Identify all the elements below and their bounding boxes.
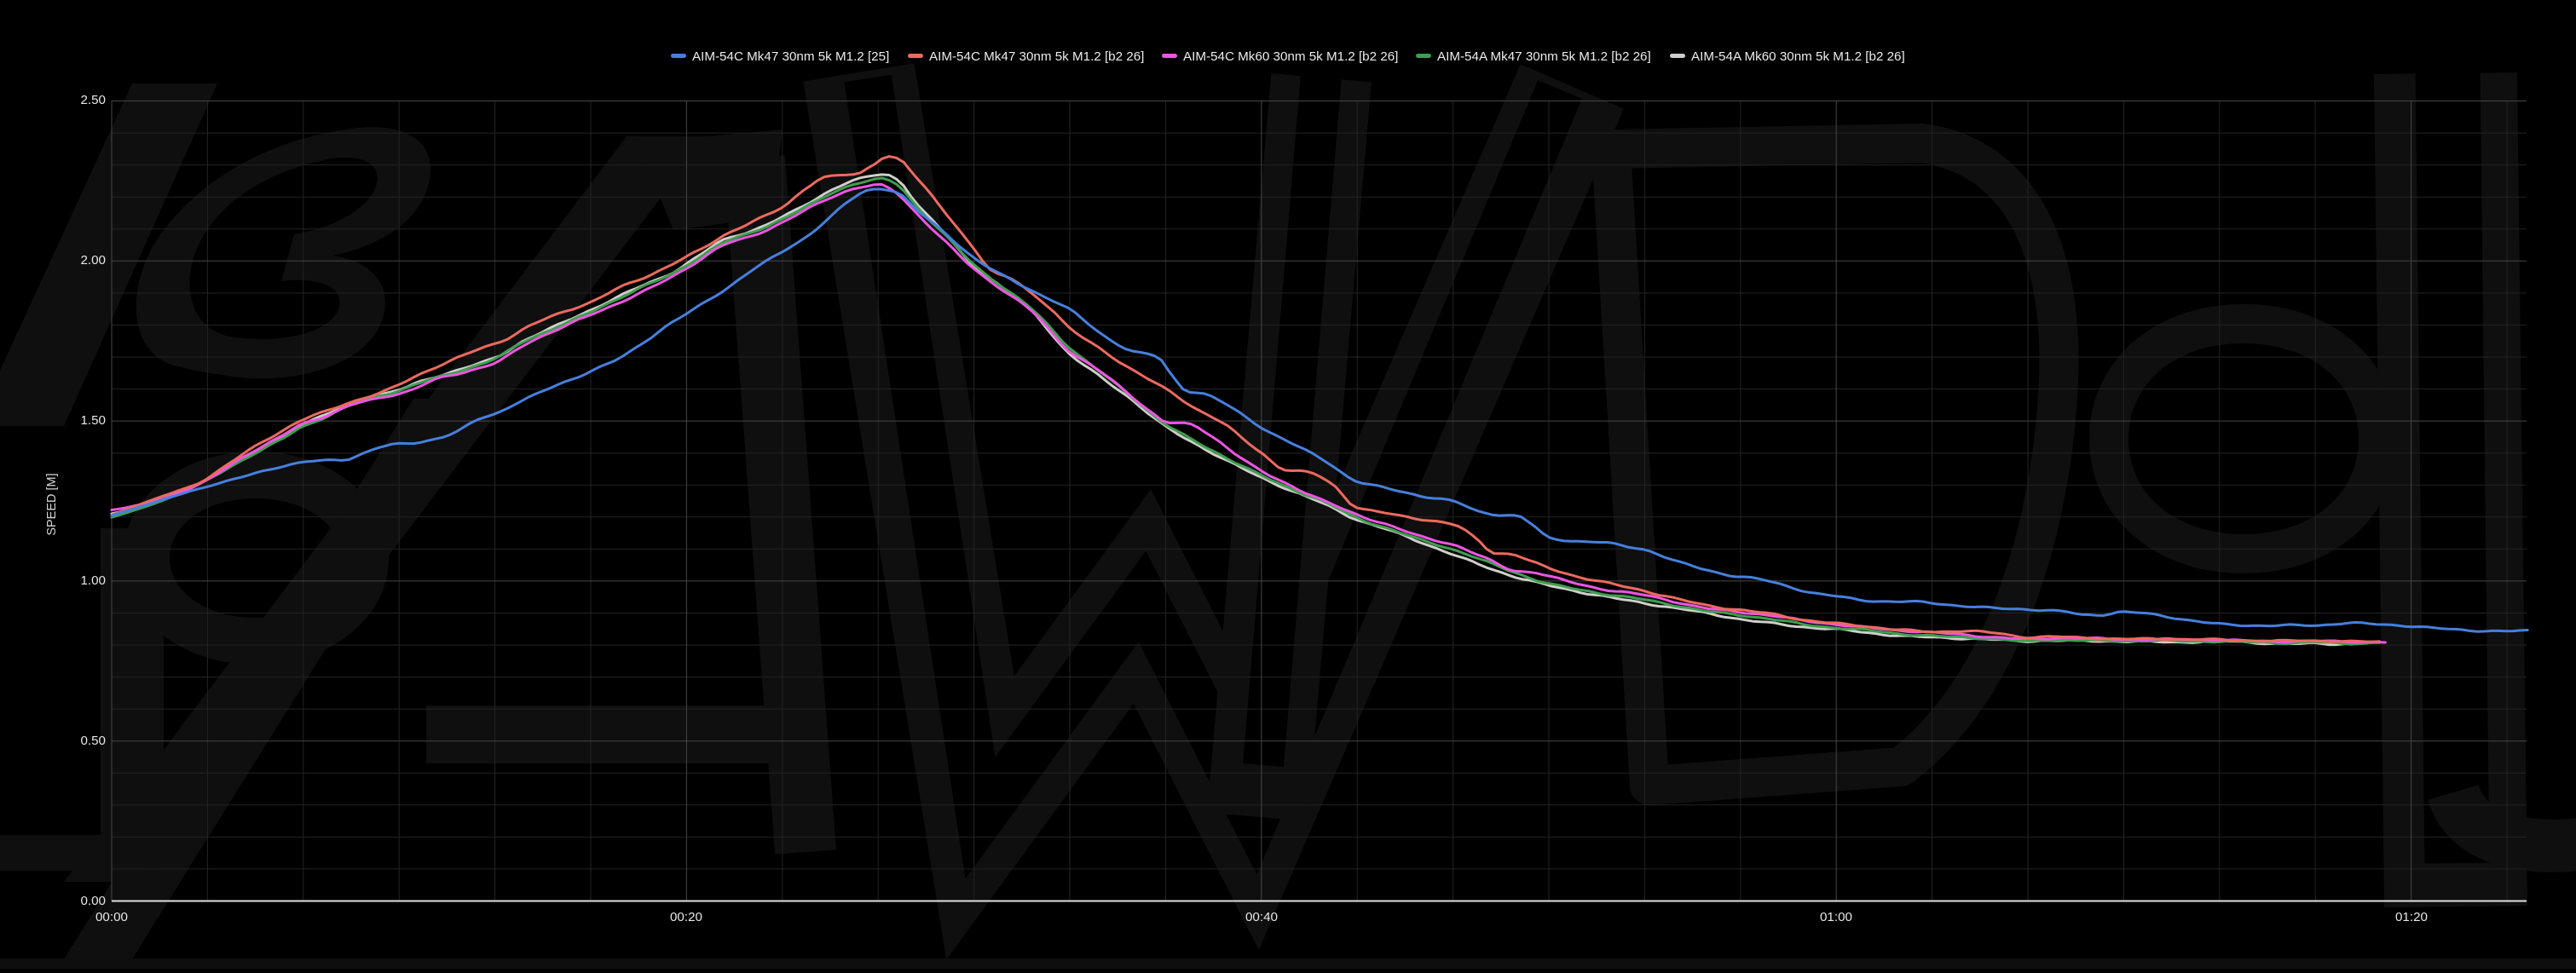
svg-text:00:20: 00:20	[670, 910, 702, 924]
svg-text:1.00: 1.00	[80, 573, 106, 588]
svg-text:AIM-54C Mk47 30nm 5k M1.2 [25]: AIM-54C Mk47 30nm 5k M1.2 [25]	[692, 49, 889, 64]
svg-text:SPEED [M]: SPEED [M]	[45, 473, 59, 535]
svg-text:2.50: 2.50	[80, 93, 106, 107]
svg-text:00:40: 00:40	[1245, 910, 1278, 924]
svg-text:1.50: 1.50	[80, 413, 106, 428]
svg-text:AIM-54A Mk47 30nm 5k M1.2 [b2: AIM-54A Mk47 30nm 5k M1.2 [b2 26]	[1437, 49, 1651, 64]
svg-text:00:00: 00:00	[95, 910, 128, 924]
svg-text:01:20: 01:20	[2395, 910, 2428, 924]
svg-text:AIM-54C Mk60 30nm 5k M1.2 [b2: AIM-54C Mk60 30nm 5k M1.2 [b2 26]	[1183, 49, 1398, 64]
svg-text:2.00: 2.00	[80, 253, 106, 268]
svg-text:AIM-54A Mk60 30nm 5k M1.2 [b2: AIM-54A Mk60 30nm 5k M1.2 [b2 26]	[1691, 49, 1905, 64]
svg-text:AIM-54C Mk47 30nm 5k M1.2 [b2: AIM-54C Mk47 30nm 5k M1.2 [b2 26]	[929, 49, 1144, 64]
svg-text:0.50: 0.50	[80, 734, 106, 748]
svg-text:01:00: 01:00	[1820, 910, 1852, 924]
svg-text:0.00: 0.00	[80, 894, 106, 908]
